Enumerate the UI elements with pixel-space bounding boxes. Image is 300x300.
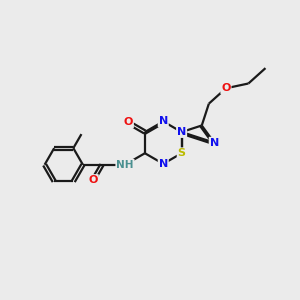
- Text: N: N: [159, 159, 168, 169]
- Text: N: N: [210, 138, 219, 148]
- Text: N: N: [159, 116, 168, 126]
- Text: S: S: [178, 148, 186, 158]
- Text: N: N: [177, 127, 186, 137]
- Text: NH: NH: [116, 160, 134, 170]
- Text: O: O: [88, 175, 98, 185]
- Text: O: O: [221, 83, 231, 93]
- Text: O: O: [124, 118, 133, 128]
